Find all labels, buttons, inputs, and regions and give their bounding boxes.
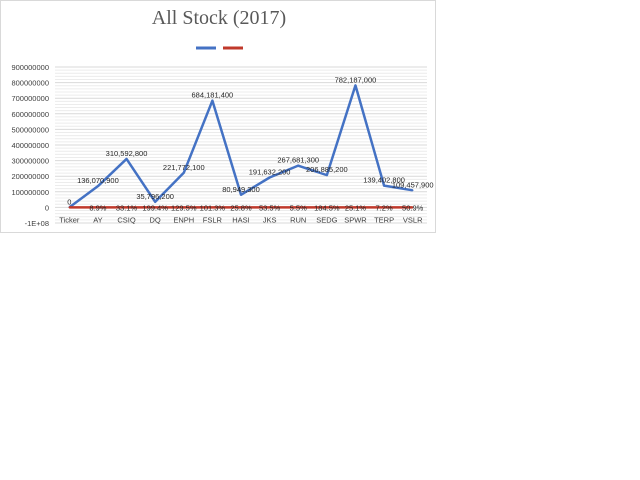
data-point <box>383 206 385 209</box>
data-label: 136,070,900 <box>77 176 119 185</box>
data-point <box>125 158 128 160</box>
x-axis: Ticker AY CSIQ DQ ENPH FSLR HASI JKS RUN SEDG SPWR… <box>59 216 423 225</box>
data-label: 25.1% <box>345 203 367 212</box>
data-label: 35,796,200 <box>136 192 174 201</box>
line-chart: 900000000 800000000 700000000 600000000 5000… <box>11 46 434 228</box>
y-tick-label: 100000000 <box>11 188 49 197</box>
x-tick-label: FSLR <box>203 216 223 225</box>
x-tick-label: HASI <box>232 216 250 225</box>
data-label: 129.5% <box>171 203 197 212</box>
data-label: 8.9% <box>89 203 106 212</box>
data-point <box>383 184 385 187</box>
y-tick-label: 800000000 <box>11 79 49 88</box>
data-point <box>411 189 414 192</box>
y-tick-label: 600000000 <box>11 110 49 119</box>
data-labels: 0 136,070,900 310,592,800 35,796,200 221,772… <box>67 75 433 212</box>
data-point <box>326 206 328 209</box>
data-point <box>211 99 214 102</box>
data-point <box>297 206 300 209</box>
chart-title: All Stock (2017) <box>151 7 287 29</box>
data-point <box>97 206 99 209</box>
data-point <box>154 201 156 203</box>
data-label: 53.5% <box>259 203 281 212</box>
data-label: 221,772,100 <box>163 163 205 172</box>
data-point <box>211 206 214 209</box>
data-point <box>182 172 185 174</box>
gridlines <box>55 66 427 224</box>
series-layer <box>68 84 414 209</box>
data-point <box>326 174 328 176</box>
y-tick-label: 300000000 <box>11 157 49 166</box>
data-label: 184.5% <box>314 203 340 212</box>
data-point <box>354 206 357 209</box>
data-point <box>411 206 414 209</box>
x-tick-label: VSLR <box>403 216 423 225</box>
data-point <box>240 206 242 209</box>
data-label: 80,949,300 <box>222 185 260 194</box>
data-label: 782,187,000 <box>335 75 377 84</box>
y-tick-label: 700000000 <box>11 94 49 103</box>
data-point <box>354 84 357 87</box>
data-label: 7.2% <box>376 203 393 212</box>
y-axis: 900000000 800000000 700000000 600000000 5000… <box>11 63 49 228</box>
y-tick-label: 500000000 <box>11 125 49 134</box>
x-tick-label: TERP <box>374 216 394 225</box>
x-tick-label: DQ <box>150 216 161 225</box>
data-label: 267,681,300 <box>277 156 319 165</box>
data-label: 206,885,200 <box>306 165 348 174</box>
chart-frame: All Stock (2017) 900000000 800000000 70000… <box>0 0 436 233</box>
data-point <box>297 164 300 167</box>
data-point <box>240 193 242 196</box>
data-point <box>182 206 185 209</box>
x-tick-label: RUN <box>290 216 306 225</box>
data-label: 199.4% <box>142 203 168 212</box>
data-point <box>68 206 71 209</box>
data-label: 101.3% <box>200 203 226 212</box>
data-point <box>268 206 271 209</box>
y-tick-label: 400000000 <box>11 141 49 150</box>
data-point <box>125 206 128 209</box>
x-tick-label: Ticker <box>59 216 80 225</box>
x-tick-label: SPWR <box>344 216 367 225</box>
x-tick-label: AY <box>93 216 102 225</box>
data-label: 310,592,800 <box>106 149 148 158</box>
data-label: 33.1% <box>116 203 138 212</box>
data-label: 109,457,900 <box>392 180 434 189</box>
y-tick-label: 900000000 <box>11 63 49 72</box>
x-tick-label: ENPH <box>173 216 194 225</box>
x-tick-label: CSIQ <box>117 216 136 225</box>
data-label: 191,632,200 <box>249 168 291 177</box>
x-tick-label: JKS <box>263 216 277 225</box>
y-tick-label: 200000000 <box>11 172 49 181</box>
data-point <box>268 176 271 179</box>
data-label: 684,181,400 <box>192 91 234 100</box>
data-label: 0 <box>67 197 71 206</box>
data-label: 50.9% <box>402 203 424 212</box>
data-label: 25.8% <box>230 203 252 212</box>
data-point <box>97 185 99 187</box>
data-label: 5.5% <box>290 203 307 212</box>
y-tick-label: -1E+08 <box>25 219 49 228</box>
y-tick-label: 0 <box>45 203 49 212</box>
x-tick-label: SEDG <box>316 216 337 225</box>
data-label: 139,402,800 <box>363 176 405 185</box>
data-point <box>154 206 156 209</box>
